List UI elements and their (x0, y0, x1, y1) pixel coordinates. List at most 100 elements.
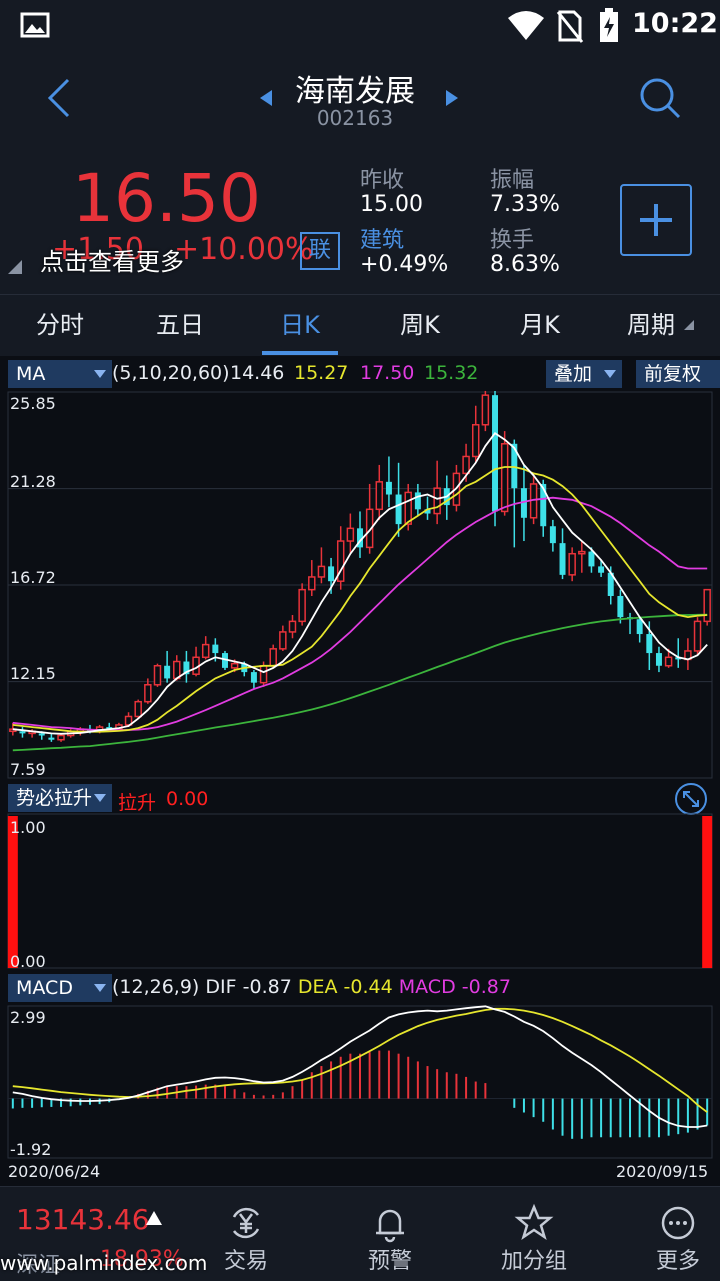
sector-link[interactable]: 建筑 (360, 228, 405, 253)
chevron-down-icon (94, 370, 106, 378)
search-icon[interactable] (638, 76, 682, 120)
turnover-label: 换手 (490, 228, 535, 253)
tab-weekly-k[interactable]: 周K (400, 311, 440, 339)
candle-body (404, 491, 412, 525)
sector-change: +0.49% (360, 252, 449, 277)
candle-body (588, 551, 595, 567)
ma10-line (12, 466, 708, 733)
candle-body (230, 662, 239, 669)
indicator-name: 拉升 (118, 792, 157, 814)
ma-select[interactable]: MA (8, 360, 112, 388)
overlay-select[interactable]: 叠加 (546, 360, 622, 388)
nav-trade-label: 交易 (223, 1249, 268, 1274)
signal-bar (7, 816, 18, 968)
candle-body (655, 653, 662, 666)
status-bar: 10:22 (0, 0, 720, 52)
candle-body (134, 700, 142, 718)
candle-body (48, 737, 55, 740)
quote-panel[interactable]: 16.50 +1.50 +10.00% 点击查看更多 联 昨收 15.00 建筑… (0, 146, 720, 292)
candle-body (346, 527, 355, 542)
price-change-pct: +10.00% (174, 232, 314, 267)
candle-body (549, 526, 556, 544)
dif-line (12, 1005, 708, 1128)
price-axis-top: 25.85 (10, 394, 56, 413)
tab-period[interactable]: 周期 (627, 311, 675, 339)
price-change: +1.50 (52, 232, 144, 267)
candle-body (57, 734, 65, 741)
indicator-select[interactable]: 势必拉升 (8, 784, 112, 812)
index-ticker[interactable]: 13143.46 深证 -18.93% (0, 1187, 184, 1281)
overlay-label: 叠加 (554, 363, 593, 385)
price-axis-l3: 12.15 (10, 664, 56, 683)
candle-body (385, 481, 392, 495)
candle-body (298, 588, 306, 623)
candle-body (414, 492, 421, 510)
amplitude-value: 7.33% (490, 192, 560, 217)
candle-body (269, 648, 277, 667)
macd-select[interactable]: MACD (8, 974, 112, 1002)
candle-body (201, 643, 210, 659)
signal-bar (702, 816, 713, 968)
stock-header: 海南发展 002163 (0, 52, 720, 144)
see-more-hint[interactable]: 点击查看更多 (40, 248, 184, 276)
dea-value: -0.44 (343, 976, 393, 998)
no-sim-icon (556, 10, 584, 43)
indicator-axis-bottom: 0.00 (10, 952, 46, 971)
price-axis-bottom: 7.59 (10, 760, 46, 779)
dif-label: DIF (205, 976, 237, 998)
ma10-value: 15.27 (294, 362, 349, 384)
bell-icon (376, 1209, 404, 1243)
add-watchlist-button[interactable] (620, 184, 692, 256)
candle-body (607, 572, 614, 596)
candle-body (675, 657, 682, 660)
period-corner-icon (684, 320, 694, 330)
yen-exchange-icon (232, 1207, 260, 1239)
candle-body (598, 566, 605, 573)
candle-body (317, 565, 326, 578)
candle-body (288, 620, 297, 633)
prev-close-label: 昨收 (360, 168, 405, 193)
candle-body (106, 727, 113, 730)
amplitude-label: 振幅 (490, 168, 535, 193)
tab-five-day[interactable]: 五日 (156, 311, 204, 339)
up-arrow-icon (146, 1211, 162, 1225)
gallery-icon (20, 12, 50, 38)
chart-canvas[interactable] (0, 356, 720, 1186)
star-icon (514, 1203, 554, 1240)
macd-panel-frame (7, 1005, 713, 1159)
candle-body (433, 487, 441, 515)
back-icon[interactable] (44, 76, 74, 120)
indicator-panel-frame (7, 813, 713, 969)
nav-add-group[interactable]: 加分组 (462, 1187, 606, 1281)
macd-axis-bottom: -1.92 (10, 1140, 52, 1159)
nav-more[interactable]: 更多 (606, 1187, 720, 1281)
nav-alert[interactable]: 预警 (318, 1187, 462, 1281)
candle-body (481, 394, 490, 426)
prev-stock-icon[interactable] (258, 88, 274, 108)
stock-code: 002163 (316, 106, 394, 130)
tab-intraday[interactable]: 分时 (36, 311, 84, 339)
candle-body (540, 483, 547, 527)
active-tab-indicator (262, 351, 338, 355)
nav-more-label: 更多 (655, 1249, 700, 1274)
chart-area[interactable]: MA (5,10,20,60) 14.46 15.27 17.50 15.32 … (0, 356, 720, 1186)
index-change: -18.93% (92, 1247, 184, 1272)
candle-body (693, 620, 702, 652)
period-tabs: 分时 五日 日K 周K 月K 周期 (0, 294, 720, 627)
candle-body (578, 550, 586, 555)
macd-select-label: MACD (16, 977, 73, 999)
adjust-button[interactable]: 前复权 (636, 360, 720, 388)
candle-body (357, 528, 363, 548)
macd-legend: (12,26,9) DIF -0.87 DEA -0.44 MACD -0.87 (112, 976, 511, 998)
index-value: 13143.46 (16, 1203, 150, 1236)
tab-monthly-k[interactable]: 月K (520, 311, 560, 339)
price-axis-l2: 16.72 (10, 568, 56, 587)
expand-corner-icon (8, 260, 22, 274)
tab-daily-k[interactable]: 日K (280, 311, 320, 339)
nav-trade[interactable]: 交易 (174, 1187, 318, 1281)
linked-badge[interactable]: 联 (300, 232, 340, 270)
ma60-line (12, 613, 708, 752)
nav-add-group-label: 加分组 (500, 1249, 567, 1274)
next-stock-icon[interactable] (444, 88, 460, 108)
stock-name: 海南发展 (295, 74, 415, 109)
